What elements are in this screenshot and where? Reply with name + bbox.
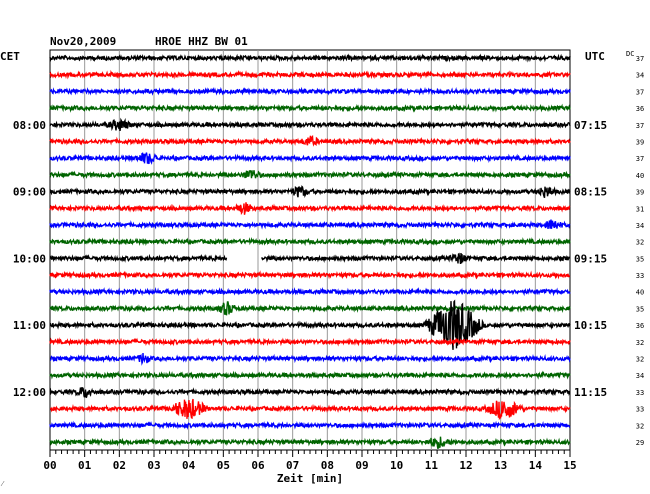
x-axis: 00 01 02 03 04 05 06 07 08 09 10 11 12 13 14 15 xyxy=(43,450,577,472)
dc-offset-label: 36 xyxy=(636,105,644,113)
dc-offset-label: 37 xyxy=(636,88,644,96)
dc-offset-label: 34 xyxy=(636,372,644,380)
left-hour-label: 10:00 xyxy=(13,252,46,265)
trace-line xyxy=(49,337,571,347)
trace-line xyxy=(49,270,571,280)
trace-line xyxy=(49,152,571,165)
dc-offset-label: 39 xyxy=(636,138,644,146)
x-tick-label: 07 xyxy=(286,459,299,472)
x-axis-label: Zeit [min] xyxy=(277,472,343,485)
right-hour-label: 09:15 xyxy=(574,252,607,265)
trace-line xyxy=(49,134,571,147)
trace-line xyxy=(49,387,571,399)
x-tick-label: 03 xyxy=(147,459,160,472)
left-hour-label: 09:00 xyxy=(13,186,46,199)
dc-offset-label: 35 xyxy=(636,255,644,263)
traces xyxy=(49,53,571,450)
trace-line xyxy=(49,236,571,247)
trace-line xyxy=(49,420,571,430)
right-hour-labels: 07:15 08:15 09:15 10:15 11:15 xyxy=(574,119,607,399)
dc-offset-label: 33 xyxy=(636,389,644,397)
corner-mark: ⁄ xyxy=(0,480,5,488)
dc-offset-label: 34 xyxy=(636,222,644,230)
trace-line xyxy=(49,86,571,96)
trace-line xyxy=(49,299,571,350)
dc-offset-label: 32 xyxy=(636,339,644,347)
right-hour-label: 07:15 xyxy=(574,119,607,132)
dc-offset-label: 37 xyxy=(636,155,644,163)
dc-offset-label: 36 xyxy=(636,322,644,330)
trace-line xyxy=(49,219,571,230)
dc-offset-label: 33 xyxy=(636,272,644,280)
dc-header-label: DC xyxy=(626,50,634,58)
dc-offset-label: 37 xyxy=(636,122,644,130)
left-timezone-label: CET xyxy=(0,50,20,63)
dc-offset-label: 32 xyxy=(636,422,644,430)
x-tick-label: 09 xyxy=(355,459,368,472)
x-tick-label: 00 xyxy=(43,459,56,472)
x-tick-label: 05 xyxy=(217,459,230,472)
right-hour-label: 10:15 xyxy=(574,319,607,332)
trace-line xyxy=(49,252,571,265)
x-tick-label: 01 xyxy=(78,459,92,472)
trace-line xyxy=(49,352,571,366)
trace-line xyxy=(49,53,571,63)
trace-line xyxy=(49,398,571,421)
x-tick-label: 06 xyxy=(251,459,265,472)
dc-offset-label: 32 xyxy=(636,239,644,247)
dc-offset-label: 34 xyxy=(636,72,644,80)
right-hour-label: 11:15 xyxy=(574,386,607,399)
x-tick-label: 02 xyxy=(113,459,126,472)
chart-station: HROE HHZ BW 01 xyxy=(155,35,248,48)
x-tick-label: 10 xyxy=(390,459,403,472)
x-tick-label: 11 xyxy=(425,459,439,472)
left-hour-label: 11:00 xyxy=(13,319,46,332)
trace-line xyxy=(49,370,571,380)
trace-line xyxy=(49,169,571,180)
x-tick-label: 08 xyxy=(321,459,334,472)
left-hour-label: 12:00 xyxy=(13,386,46,399)
right-hour-label: 08:15 xyxy=(574,186,607,199)
trace-line xyxy=(49,103,571,113)
trace-line xyxy=(49,202,571,216)
x-tick-label: 15 xyxy=(563,459,576,472)
dc-offset-label: 33 xyxy=(636,406,644,414)
left-hour-label: 08:00 xyxy=(13,119,46,132)
dc-offset-label: 40 xyxy=(636,289,644,297)
trace-line xyxy=(49,436,571,450)
grid xyxy=(84,50,536,450)
dc-offset-label: 31 xyxy=(636,205,644,213)
trace-line xyxy=(49,286,571,297)
right-timezone-label: UTC xyxy=(585,50,605,63)
dc-offset-label: 29 xyxy=(636,439,644,447)
dc-offset-label: 40 xyxy=(636,172,644,180)
x-tick-label: 14 xyxy=(529,459,543,472)
dc-offset-labels: 37 34 37 36 37 39 37 40 39 31 34 32 35 33 40 35 36 32 32 34… xyxy=(636,55,644,447)
x-tick-label: 12 xyxy=(459,459,472,472)
trace-line xyxy=(49,185,571,199)
dc-offset-label: 37 xyxy=(636,55,644,63)
chart-date: Nov20,2009 xyxy=(50,35,116,48)
trace-line xyxy=(49,117,571,132)
trace-line xyxy=(49,301,571,316)
left-hour-labels: 08:00 09:00 10:00 11:00 12:00 xyxy=(13,119,46,399)
x-tick-label: 13 xyxy=(494,459,507,472)
trace-line xyxy=(49,69,571,80)
dc-offset-label: 32 xyxy=(636,356,644,364)
dc-offset-label: 35 xyxy=(636,305,644,313)
dc-offset-label: 39 xyxy=(636,189,644,197)
x-tick-label: 04 xyxy=(182,459,196,472)
